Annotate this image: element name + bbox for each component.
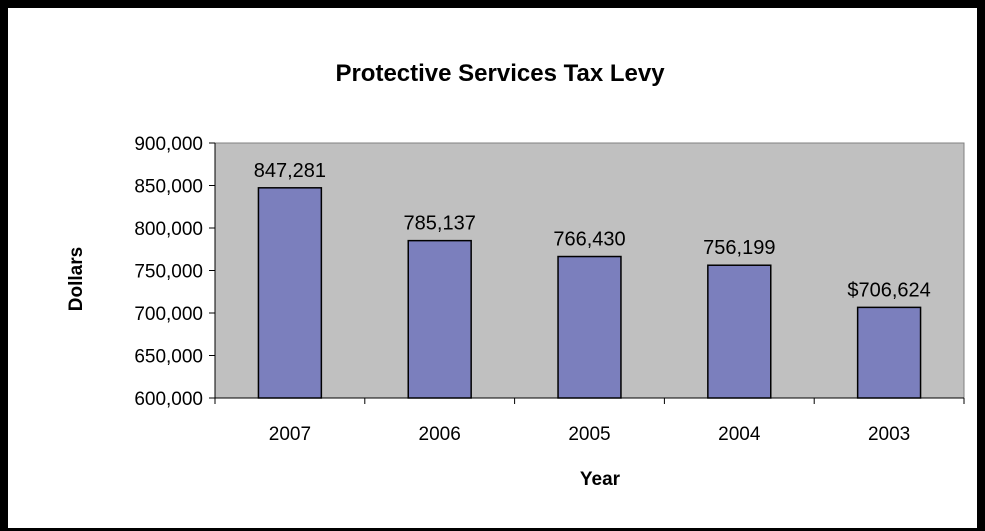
x-tick-label-2005: 2005 xyxy=(568,424,610,445)
y-tick-label: 700,000 xyxy=(134,304,203,325)
y-tick-label: 650,000 xyxy=(134,347,203,368)
data-label-2003: $706,624 xyxy=(847,279,930,301)
y-tick-label: 800,000 xyxy=(134,219,203,240)
x-tick-label-2006: 2006 xyxy=(419,424,461,445)
x-tick-label-2004: 2004 xyxy=(718,424,761,445)
data-label-2004: 756,199 xyxy=(703,237,775,259)
bar-2004 xyxy=(707,264,772,399)
bar-2007 xyxy=(257,187,323,399)
bars-group xyxy=(257,187,922,399)
chart-title: Protective Services Tax Levy xyxy=(335,60,665,87)
y-axis-title: Dollars xyxy=(66,247,87,311)
x-axis-title: Year xyxy=(580,469,621,490)
x-axis-ticks: 2007 2006 2005 2004 2003 xyxy=(214,398,965,445)
y-tick-label: 750,000 xyxy=(134,262,203,283)
bar-2006 xyxy=(407,239,472,399)
bar-2005 xyxy=(557,255,622,399)
bar-2003 xyxy=(856,306,922,399)
x-tick-label-2007: 2007 xyxy=(269,424,311,445)
y-tick-label: 600,000 xyxy=(134,389,203,410)
data-label-2006: 785,137 xyxy=(404,213,476,235)
x-tick-label-2003: 2003 xyxy=(868,424,910,445)
y-tick-label: 850,000 xyxy=(134,177,203,198)
y-axis-ticks: 600,000 650,000 700,000 750,000 800,000 850,0… xyxy=(134,134,215,410)
data-labels-group: 847,281 785,137 766,430 756,199 $706,624 xyxy=(254,160,931,302)
y-tick-label: 900,000 xyxy=(134,134,203,155)
data-label-2007: 847,281 xyxy=(254,160,326,182)
bar-chart: Protective Services Tax Levy 847,281 785,… xyxy=(66,60,965,490)
data-label-2005: 766,430 xyxy=(553,229,625,251)
